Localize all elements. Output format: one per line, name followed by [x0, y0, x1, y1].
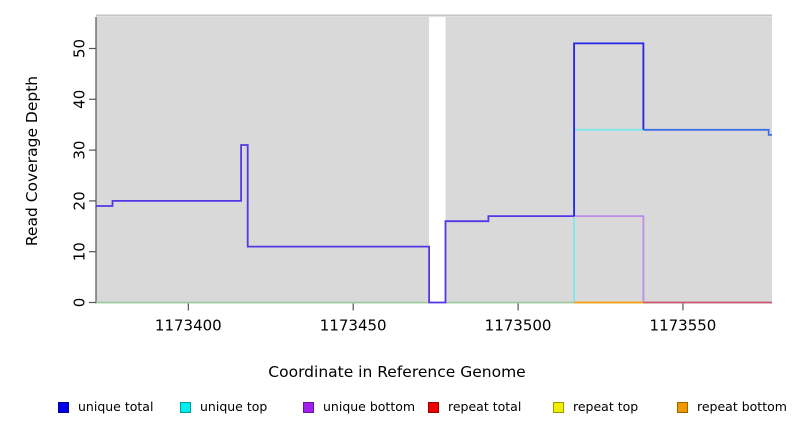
- series-unique-total-right: [643, 128, 772, 136]
- x-tick-label: 1173400: [155, 317, 222, 335]
- y-tick-label: 20: [70, 191, 88, 210]
- legend-label: repeat total: [448, 399, 522, 414]
- y-tick-label: 50: [70, 39, 88, 58]
- series-unique-total-peak: [573, 42, 645, 217]
- legend-item-unique-total: unique total: [58, 400, 153, 414]
- chart-svg: 0 10 20 30 40 50 1173400 1173450 1173500 1173550: [70, 14, 772, 335]
- repeat-total-swatch-icon: [428, 401, 439, 413]
- y-tick-label: 0: [70, 298, 88, 308]
- y-tick-label: 30: [70, 141, 88, 160]
- repeat-top-swatch-icon: [553, 401, 564, 413]
- y-tick-label: 10: [70, 242, 88, 261]
- legend: unique total unique top unique bottom re…: [0, 400, 792, 418]
- legend-label: unique bottom: [323, 399, 416, 414]
- unique-total-swatch-icon: [58, 401, 69, 413]
- series-unique-total-left: [96, 144, 575, 304]
- repeat-bottom-swatch-icon: [677, 401, 688, 413]
- legend-item-repeat-total: repeat total: [428, 400, 521, 414]
- legend-item-unique-top: unique top: [180, 400, 267, 414]
- legend-item-repeat-top: repeat top: [553, 400, 638, 414]
- y-axis-title: Read Coverage Depth: [23, 75, 41, 247]
- legend-label: unique top: [200, 399, 268, 414]
- x-axis-title: Coordinate in Reference Genome: [0, 363, 792, 381]
- x-tick-label: 1173450: [320, 317, 387, 335]
- legend-label: unique total: [78, 399, 154, 414]
- legend-item-repeat-bottom: repeat bottom: [677, 400, 787, 414]
- legend-label: repeat top: [573, 399, 639, 414]
- y-tick-label: 40: [70, 90, 88, 109]
- plot-canvas: 0 10 20 30 40 50 1173400 1173450 1173500 1173550: [70, 14, 772, 335]
- x-axis-title-text: Coordinate in Reference Genome: [268, 363, 526, 381]
- unique-bottom-swatch-icon: [303, 401, 314, 413]
- legend-label: repeat bottom: [697, 399, 787, 414]
- x-tick-label: 1173550: [650, 317, 717, 335]
- masked-gap-region: [429, 17, 446, 304]
- unique-top-swatch-icon: [180, 401, 191, 413]
- legend-item-unique-bottom: unique bottom: [303, 400, 415, 414]
- x-tick-label: 1173500: [485, 317, 552, 335]
- series-unique-bottom: [574, 215, 645, 303]
